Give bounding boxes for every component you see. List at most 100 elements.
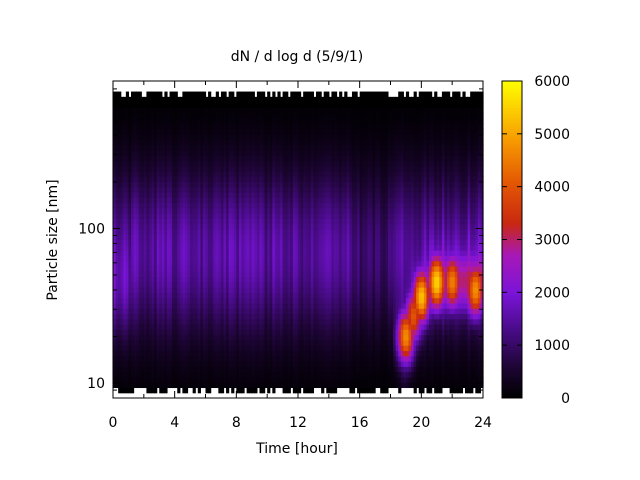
heatmap-cell xyxy=(277,276,281,283)
heatmap-cell xyxy=(241,350,245,357)
heatmap-cell xyxy=(154,371,158,378)
heatmap-cell xyxy=(200,376,204,383)
heatmap-cell xyxy=(146,186,150,193)
heatmap-cell xyxy=(164,176,168,182)
heatmap-cell xyxy=(143,287,147,293)
heatmap-cell xyxy=(113,91,117,98)
heatmap-cell xyxy=(159,355,163,362)
heatmap-cell xyxy=(282,287,286,293)
heatmap-cell xyxy=(331,244,335,251)
heatmap-cell xyxy=(195,133,199,140)
heatmap-cell xyxy=(226,371,230,378)
heatmap-cell xyxy=(166,149,171,156)
heatmap-cell xyxy=(292,355,297,362)
heatmap-cell xyxy=(125,345,130,352)
heatmap-cell xyxy=(244,202,248,209)
heatmap-cell xyxy=(333,218,338,225)
heatmap-cell xyxy=(303,102,307,109)
heatmap-cell xyxy=(267,313,271,320)
heatmap-cell xyxy=(125,260,130,267)
heatmap-cell xyxy=(303,366,307,373)
heatmap-cell xyxy=(115,139,119,145)
heatmap-cell xyxy=(148,107,153,114)
heatmap-cell xyxy=(146,197,150,204)
heatmap-cell xyxy=(213,250,217,256)
heatmap-cell xyxy=(331,139,335,145)
heatmap-cell xyxy=(280,102,284,109)
heatmap-cell xyxy=(151,191,155,198)
heatmap-cell xyxy=(254,339,258,346)
heatmap-cell xyxy=(326,181,330,188)
heatmap-cell xyxy=(182,213,186,219)
heatmap-cell xyxy=(331,255,335,262)
heatmap-cell xyxy=(120,149,124,156)
heatmap-cell xyxy=(226,250,230,256)
heatmap-cell xyxy=(169,234,173,241)
heatmap-cell xyxy=(136,234,140,241)
heatmap-cell xyxy=(195,276,199,283)
heatmap-cell xyxy=(118,376,122,383)
heatmap-cell xyxy=(246,387,250,394)
heatmap-cell xyxy=(197,350,201,357)
heatmap-cell xyxy=(333,382,338,389)
heatmap-cell xyxy=(262,297,266,304)
heatmap-cell xyxy=(231,313,235,320)
heatmap-cell xyxy=(213,197,217,204)
heatmap-cell xyxy=(192,239,196,246)
heatmap-cell xyxy=(310,250,315,256)
heatmap-cell xyxy=(274,339,279,346)
heatmap-cell xyxy=(133,334,137,341)
heatmap-cell xyxy=(272,144,276,151)
heatmap-cell xyxy=(285,376,289,383)
heatmap-cell xyxy=(205,107,209,114)
heatmap-cell xyxy=(262,250,266,256)
heatmap-cell xyxy=(290,107,294,114)
heatmap-cell xyxy=(331,218,335,225)
heatmap-cell xyxy=(125,228,130,235)
heatmap-cell xyxy=(244,239,248,246)
heatmap-cell xyxy=(233,250,237,256)
heatmap-cell xyxy=(333,334,338,341)
heatmap-cell xyxy=(262,287,266,293)
heatmap-cell xyxy=(262,324,266,330)
heatmap-cell xyxy=(251,170,255,177)
heatmap-cell xyxy=(282,318,286,325)
heatmap-cell xyxy=(272,112,276,119)
heatmap-cell xyxy=(202,366,207,373)
heatmap-cell xyxy=(236,281,240,288)
heatmap-cell xyxy=(323,207,327,214)
heatmap-cell xyxy=(313,191,317,198)
heatmap-cell xyxy=(136,181,140,188)
heatmap-cell xyxy=(220,213,225,219)
heatmap-cell xyxy=(190,91,194,98)
heatmap-cell xyxy=(280,112,284,119)
heatmap-cell xyxy=(298,292,302,299)
heatmap-cell xyxy=(125,154,130,161)
heatmap-cell xyxy=(156,191,160,198)
heatmap-cell xyxy=(218,287,222,293)
heatmap-cell xyxy=(226,276,230,283)
heatmap-cell xyxy=(277,165,281,172)
heatmap-cell xyxy=(285,281,289,288)
heatmap-cell xyxy=(231,382,235,389)
heatmap-cell xyxy=(197,123,201,130)
heatmap-cell xyxy=(169,287,173,293)
heatmap-cell xyxy=(292,133,297,140)
heatmap-cell xyxy=(328,387,332,394)
heatmap-cell xyxy=(292,318,297,325)
heatmap-cell xyxy=(141,239,145,246)
heatmap-cell xyxy=(208,260,212,267)
heatmap-cell xyxy=(280,202,284,209)
heatmap-cell xyxy=(326,234,330,241)
heatmap-cell xyxy=(141,287,145,293)
heatmap-cell xyxy=(269,250,273,256)
heatmap-cell xyxy=(136,149,140,156)
heatmap-cell xyxy=(182,96,186,103)
heatmap-cell xyxy=(148,123,153,130)
heatmap-cell xyxy=(336,324,340,330)
heatmap-cell xyxy=(333,149,338,156)
heatmap-cell xyxy=(313,287,317,293)
heatmap-cell xyxy=(164,302,168,309)
heatmap-cell xyxy=(154,213,158,219)
heatmap-cell xyxy=(264,297,268,304)
